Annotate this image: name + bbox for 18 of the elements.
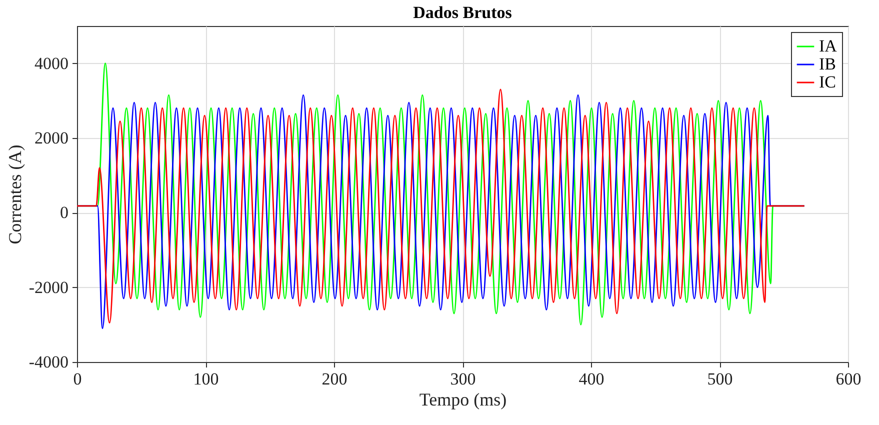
x-tick-label: 100 bbox=[193, 370, 219, 388]
x-tick-label: 400 bbox=[578, 370, 604, 388]
y-tick-label: 2000 bbox=[34, 128, 68, 148]
x-tick-label: 600 bbox=[836, 370, 862, 388]
x-tick-label: 300 bbox=[450, 370, 476, 388]
y-tick-label: 4000 bbox=[34, 54, 68, 73]
legend-label: IB bbox=[819, 54, 836, 74]
x-tick-label: 500 bbox=[707, 370, 733, 388]
x-axis-title: Tempo (ms) bbox=[419, 390, 507, 410]
y-tick-label: -4000 bbox=[28, 352, 68, 372]
legend-label: IC bbox=[819, 72, 836, 92]
x-tick-label: 200 bbox=[322, 370, 348, 388]
y-tick-label: 0 bbox=[60, 203, 68, 222]
y-axis-title: Correntes (A) bbox=[4, 144, 25, 244]
legend-label: IA bbox=[819, 36, 838, 56]
chart-title: Dados Brutos bbox=[413, 3, 512, 22]
x-tick-label: 0 bbox=[73, 370, 82, 388]
y-tick-label: -2000 bbox=[28, 278, 68, 297]
